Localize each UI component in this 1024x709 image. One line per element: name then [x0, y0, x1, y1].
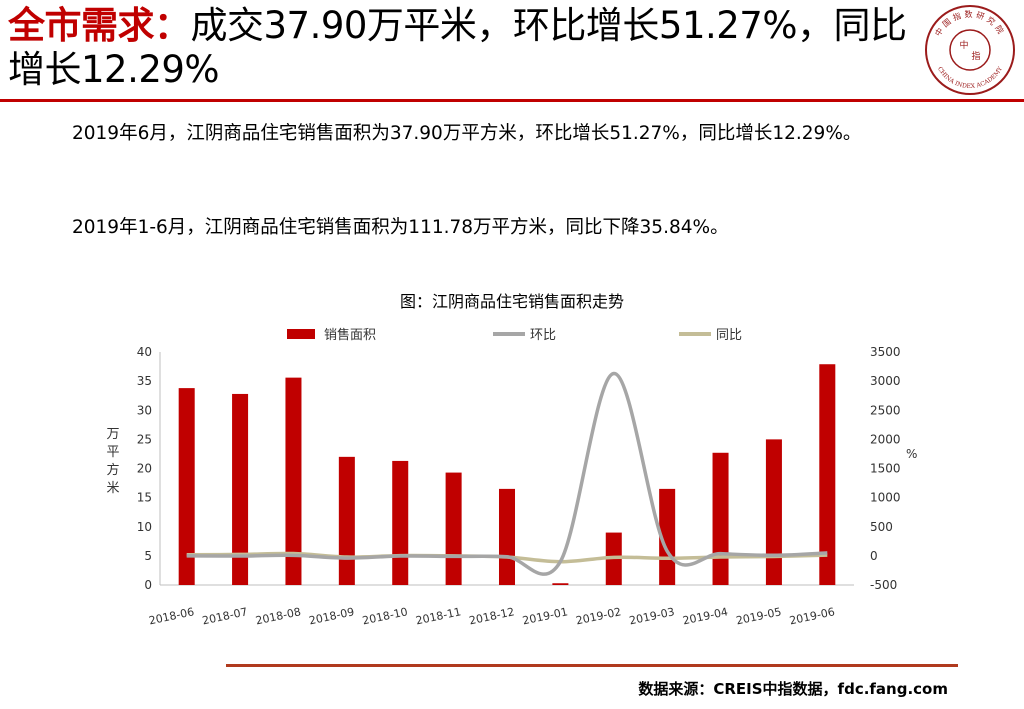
y-tick-label: 35: [137, 374, 152, 388]
x-tick-label: 2018-07: [201, 605, 249, 627]
y2-tick-label: 2500: [870, 403, 901, 417]
y-axis-label-char: 方: [106, 462, 119, 478]
y2-tick-label: 2000: [870, 432, 901, 446]
logo-center-2: 指: [971, 50, 980, 62]
line-series-环比: [186, 371, 828, 576]
y-tick-label: 0: [144, 578, 152, 592]
x-tick-label: 2019-05: [735, 605, 783, 627]
x-tick-label: 2018-08: [254, 605, 302, 627]
y-tick-label: 20: [137, 462, 152, 476]
y-axis-label-char: 米: [106, 481, 119, 496]
y2-tick-label: 0: [870, 549, 878, 563]
title-highlight: 全市需求：: [8, 4, 191, 47]
y2-tick-label: -500: [870, 578, 897, 592]
academy-logo: 中国指数研究院 CHINA INDEX ACADEMY 中 指: [925, 5, 1015, 95]
y-tick-label: 5: [144, 549, 152, 563]
bar-2019-05: [765, 439, 782, 585]
y2-axis-label: %: [906, 447, 917, 461]
y-axis-label-char: 平: [106, 445, 119, 460]
y-tick-label: 10: [137, 520, 152, 534]
bar-2018-07: [232, 393, 249, 585]
y-tick-label: 30: [137, 403, 152, 417]
y2-tick-label: 3500: [870, 345, 901, 359]
footer-rule: [226, 664, 958, 667]
bar-2019-06: [819, 364, 836, 585]
y2-tick-label: 1500: [870, 462, 901, 476]
legend-label-销售面积: 销售面积: [324, 327, 376, 343]
x-tick-label: 2019-04: [681, 605, 729, 627]
legend-label-环比: 环比: [530, 328, 556, 343]
title-text: 成交37.90万平米，环比增长51.27%，同比增长12.29%: [8, 4, 907, 91]
bar-2018-10: [392, 460, 409, 585]
paragraph-monthly: 2019年6月，江阴商品住宅销售面积为37.90万平方米，环比增长51.27%，…: [72, 123, 862, 144]
data-source: 数据来源：CREIS中指数据，fdc.fang.com: [638, 680, 948, 698]
x-tick-label: 2019-06: [788, 605, 836, 627]
x-tick-label: 2018-11: [415, 605, 463, 627]
bar-2019-01: [552, 583, 569, 585]
bar-2018-08: [285, 377, 302, 585]
x-tick-label: 2018-06: [148, 605, 196, 627]
x-tick-label: 2019-02: [575, 605, 623, 627]
page-title: 全市需求：成交37.90万平米，环比增长51.27%，同比增长12.29%: [8, 4, 918, 92]
x-tick-label: 2019-01: [521, 605, 569, 627]
legend-swatch-销售面积: [287, 329, 315, 339]
bar-2018-09: [338, 456, 355, 585]
y2-tick-label: 3000: [870, 374, 901, 388]
paragraph-ytd: 2019年1-6月，江阴商品住宅销售面积为111.78万平方米，同比下降35.8…: [72, 217, 729, 238]
y2-tick-label: 500: [870, 520, 893, 534]
bar-2018-12: [498, 488, 516, 585]
legend-label-同比: 同比: [716, 328, 742, 343]
x-tick-label: 2019-03: [628, 605, 676, 627]
logo-center-1: 中: [959, 39, 968, 51]
x-tick-label: 2018-12: [468, 605, 516, 627]
x-tick-label: 2018-09: [308, 605, 356, 627]
bar-2019-03: [659, 488, 676, 585]
bar-2018-06: [178, 388, 195, 585]
y-axis-label-char: 万: [106, 427, 119, 442]
header-rule: [0, 99, 1024, 102]
y-tick-label: 25: [137, 432, 152, 446]
x-tick-label: 2018-10: [361, 605, 409, 627]
bar-2019-04: [712, 452, 729, 585]
y2-tick-label: 1000: [870, 491, 901, 505]
bar-2018-11: [445, 472, 462, 585]
chart-title: 图：江阴商品住宅销售面积走势: [399, 292, 624, 311]
y-tick-label: 15: [137, 491, 152, 505]
y-tick-label: 40: [137, 345, 152, 359]
sales-area-chart: 0 5 10 15 20 25 30 35 40 -500 0 500 1000 1500 2000 2500…: [106, 327, 917, 627]
